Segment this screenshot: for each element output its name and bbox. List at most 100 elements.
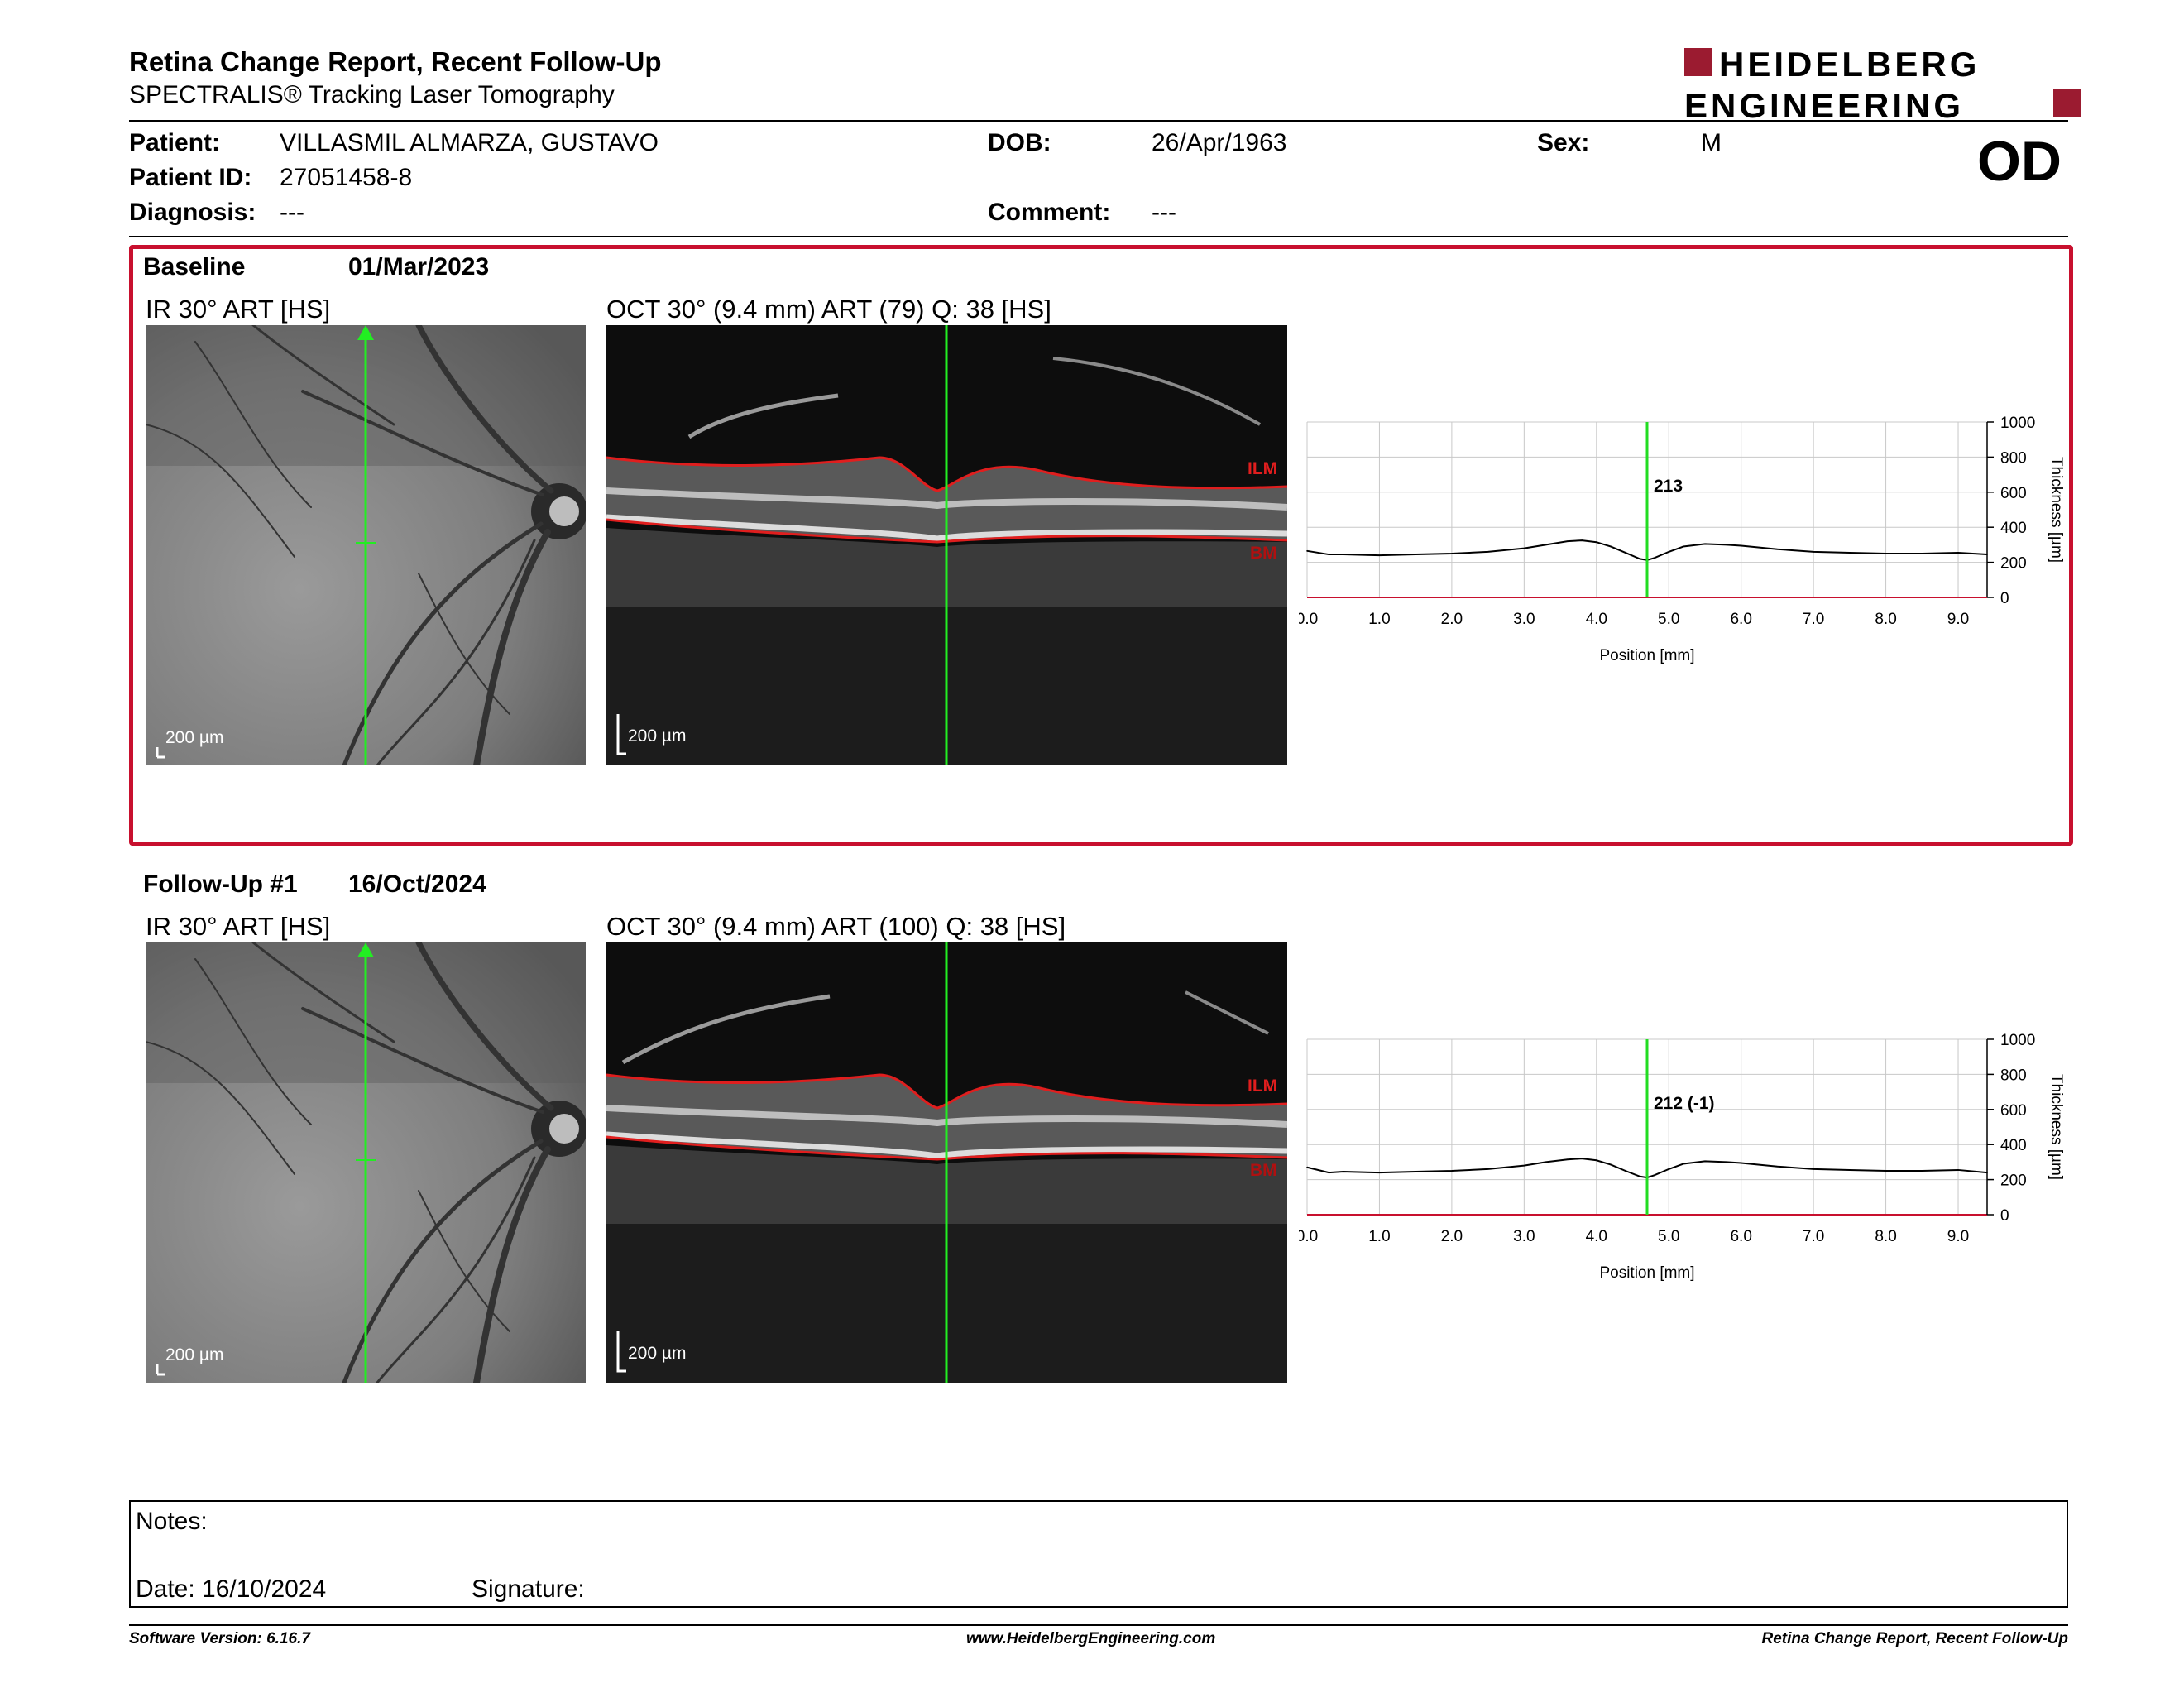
baseline-ir-fundus-image[interactable]: [146, 325, 586, 765]
thickness-data-point: [1545, 544, 1547, 546]
thickness-data-point: [1487, 551, 1489, 553]
x-axis-label: Position [mm]: [1599, 647, 1694, 664]
thickness-data-point: [1451, 553, 1453, 554]
logo-line-2: ENGINEERING: [1684, 86, 1964, 122]
thickness-data-point: [1986, 554, 1988, 555]
followup-date: 16/Oct/2024: [348, 870, 486, 898]
y-tick-label: 400: [2000, 520, 2027, 537]
thickness-data-point: [1957, 552, 1959, 554]
baseline-bm-label: BM: [1250, 544, 1277, 563]
thickness-data-point: [1342, 554, 1344, 555]
thickness-data-point: [1342, 1171, 1344, 1172]
thickness-data-point: [1704, 543, 1706, 545]
comment-value: ---: [1152, 199, 1176, 226]
thickness-data-point: [1545, 1161, 1547, 1163]
x-tick-label: 9.0: [1947, 1228, 1969, 1245]
patient-label: Patient:: [129, 129, 221, 156]
thickness-data-point: [1595, 1159, 1597, 1162]
report-title: Retina Change Report, Recent Follow-Up: [129, 46, 662, 77]
thickness-data-point: [1328, 554, 1330, 555]
baseline-oct-scale: 200 µm: [628, 727, 687, 746]
followup-oct-scan-image[interactable]: ILM BM: [606, 942, 1287, 1383]
baseline-thickness-chart: 1000 800 600 400 200 0 0.0 1.0 2.0 3.0 4.0 5.0 6.0 7.…: [1299, 415, 2065, 664]
x-tick-label: 2.0: [1441, 611, 1463, 628]
x-tick-label: 9.0: [1947, 611, 1969, 628]
thickness-data-point: [1957, 1169, 1959, 1171]
heidelberg-logo: HEIDELBERG ENGINEERING: [1684, 45, 2081, 122]
thickness-data-point: [1567, 540, 1569, 542]
y-tick-label: 200: [2000, 1172, 2027, 1190]
x-tick-label: 8.0: [1875, 1228, 1896, 1245]
eye-label: OD: [1977, 130, 2062, 193]
notes-label: Notes:: [136, 1508, 208, 1535]
sex-value: M: [1701, 129, 1722, 156]
report-subtitle: SPECTRALIS® Tracking Laser Tomography: [129, 81, 615, 108]
x-tick-label: 0.0: [1299, 1228, 1318, 1245]
thickness-data-point: [1639, 1175, 1641, 1177]
footer-software-version: Software Version: 6.16.7: [129, 1630, 310, 1647]
y-tick-label: 600: [2000, 485, 2027, 502]
y-axis-label: Thickness [µm]: [2048, 457, 2065, 563]
y-tick-label: 0: [2000, 590, 2009, 607]
dob-value: 26/Apr/1963: [1152, 129, 1287, 156]
y-tick-label: 1000: [2000, 1032, 2035, 1049]
x-tick-label: 1.0: [1368, 611, 1390, 628]
thickness-data-point: [1581, 1158, 1583, 1159]
dob-label: DOB:: [988, 129, 1051, 156]
followup-ilm-label: ILM: [1248, 1077, 1277, 1096]
x-tick-label: 7.0: [1803, 611, 1824, 628]
thickness-data-point: [1624, 552, 1626, 554]
patient-name: VILLASMIL ALMARZA, GUSTAVO: [280, 129, 659, 156]
patient-rule: [129, 236, 2068, 237]
thickness-data-point: [1776, 548, 1779, 550]
logo-line-1: HEIDELBERG: [1719, 45, 1980, 84]
followup-oct-title: OCT 30° (9.4 mm) ART (100) Q: 38 [HS]: [606, 912, 1066, 941]
thickness-data-point: [1595, 541, 1597, 544]
x-tick-label: 7.0: [1803, 1228, 1824, 1245]
baseline-ir-title: IR 30° ART [HS]: [146, 295, 331, 324]
x-tick-label: 0.0: [1299, 611, 1318, 628]
thickness-data-point: [1921, 553, 1923, 554]
thickness-data-point: [1415, 1171, 1416, 1172]
y-tick-label: 800: [2000, 449, 2027, 467]
x-tick-label: 4.0: [1586, 1228, 1607, 1245]
x-tick-label: 2.0: [1441, 1228, 1463, 1245]
thickness-data-point: [1813, 1168, 1814, 1170]
followup-oct-scale: 200 µm: [628, 1344, 687, 1363]
thickness-data-point: [1523, 547, 1525, 549]
y-tick-label: 200: [2000, 555, 2027, 573]
thickness-data-point: [1885, 553, 1887, 554]
followup-ir-scale: 200 µm: [165, 1345, 224, 1364]
patient-id-label: Patient ID:: [129, 164, 252, 191]
comment-label: Comment:: [988, 199, 1111, 226]
x-tick-label: 3.0: [1513, 611, 1535, 628]
thickness-data-point: [1885, 1170, 1887, 1172]
followup-label: Follow-Up #1: [143, 870, 298, 898]
footer-website: www.HeidelbergEngineering.com: [966, 1630, 1216, 1647]
thickness-data-point: [1610, 1163, 1612, 1166]
footer-rule: [129, 1624, 2068, 1626]
thickness-data-point: [1328, 1172, 1330, 1173]
thickness-data-point: [1581, 539, 1583, 541]
thickness-data-point: [1610, 545, 1612, 548]
cursor-value-label: 212 (-1): [1654, 1094, 1715, 1113]
baseline-section: [129, 245, 2073, 846]
thickness-data-point: [1415, 554, 1416, 555]
thickness-data-point: [1813, 551, 1814, 553]
thickness-data-point: [1523, 1164, 1525, 1167]
thickness-data-point: [1776, 1165, 1779, 1168]
signature-label: Signature:: [472, 1575, 585, 1603]
thickness-data-point: [1624, 1170, 1626, 1172]
x-tick-label: 6.0: [1730, 611, 1751, 628]
followup-bm-label: BM: [1250, 1161, 1277, 1180]
followup-ir-fundus-image[interactable]: [146, 942, 586, 1383]
thickness-data-point: [1726, 544, 1727, 546]
thickness-data-point: [1653, 557, 1655, 559]
diagnosis-value: ---: [280, 199, 304, 226]
baseline-oct-scan-image[interactable]: ILM BM: [606, 325, 1287, 765]
baseline-label: Baseline: [143, 253, 246, 281]
thickness-data-point: [1704, 1160, 1706, 1163]
thickness-data-point: [1567, 1158, 1569, 1161]
thickness-data-point: [1740, 1162, 1742, 1164]
baseline-oct-title: OCT 30° (9.4 mm) ART (79) Q: 38 [HS]: [606, 295, 1051, 324]
